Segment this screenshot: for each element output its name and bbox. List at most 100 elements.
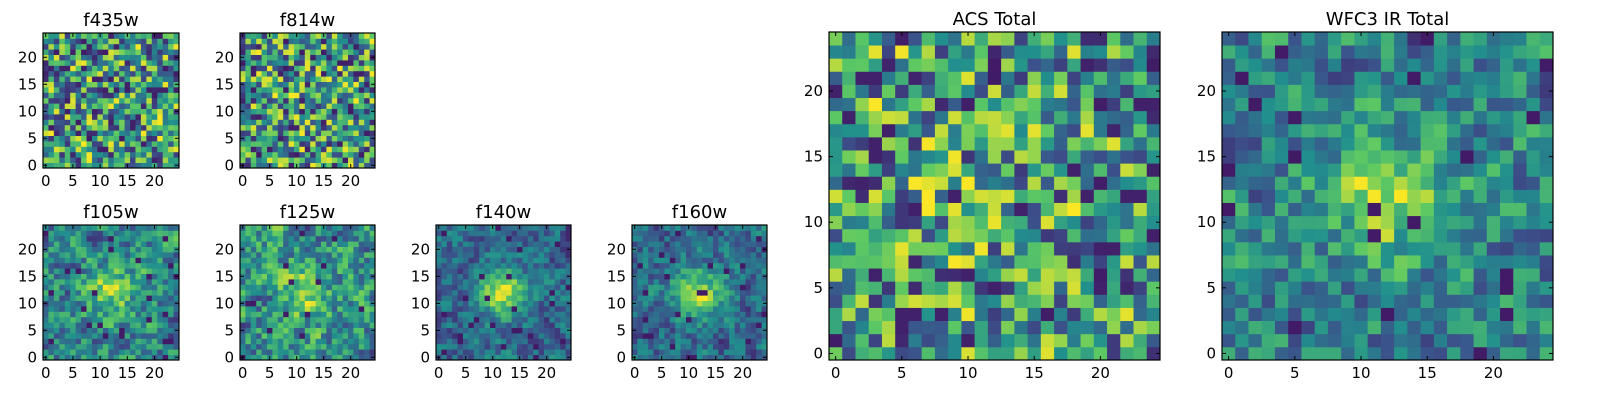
heatmap-cell xyxy=(1027,202,1042,217)
heatmap-cell xyxy=(500,322,507,328)
heatmap-cell xyxy=(1288,189,1302,203)
heatmap-cell xyxy=(533,316,539,323)
heatmap-cell xyxy=(664,279,671,285)
heatmap-cell xyxy=(119,279,125,285)
heatmap-cell xyxy=(75,43,82,50)
heatmap-cell xyxy=(337,97,343,104)
heatmap-cell xyxy=(326,33,333,39)
heatmap-cell xyxy=(272,338,279,345)
heatmap-cell xyxy=(696,311,703,318)
heatmap-cell xyxy=(554,257,561,264)
heatmap-cell xyxy=(1222,215,1236,230)
heatmap-cell xyxy=(294,268,300,274)
heatmap-cell xyxy=(299,38,306,45)
heatmap-cell xyxy=(140,246,147,253)
heatmap-cell xyxy=(86,65,93,72)
heatmap-cell xyxy=(691,225,698,231)
heatmap-cell xyxy=(48,338,55,345)
heatmap-cell xyxy=(288,252,295,258)
heatmap-cell xyxy=(473,284,480,291)
heatmap-cell xyxy=(86,257,93,264)
heatmap-cell xyxy=(842,307,856,322)
heatmap-cell xyxy=(146,76,153,82)
heatmap-cell xyxy=(113,311,120,318)
heatmap-cell xyxy=(108,54,115,61)
heatmap-cell xyxy=(102,230,109,237)
heatmap-cell xyxy=(59,322,66,328)
heatmap-cell xyxy=(261,252,268,258)
heatmap-cell xyxy=(299,343,306,350)
heatmap-cell xyxy=(299,135,306,142)
heatmap-cell xyxy=(696,246,703,253)
heatmap-cell xyxy=(713,289,719,296)
heatmap-cell xyxy=(310,43,316,50)
heatmap-cell xyxy=(934,84,949,98)
heatmap-cell xyxy=(130,87,136,93)
heatmap-cell xyxy=(168,354,174,361)
heatmap-cell xyxy=(59,354,66,361)
heatmap-cell xyxy=(283,114,289,120)
x-tick-label: 0 xyxy=(41,172,51,190)
heatmap-cell xyxy=(130,146,136,153)
heatmap-cell xyxy=(283,60,289,66)
heatmap-cell xyxy=(500,343,507,350)
heatmap-cell xyxy=(707,279,714,285)
heatmap-cell xyxy=(342,257,349,264)
heatmap-cell xyxy=(113,103,120,109)
heatmap-cell xyxy=(637,279,644,285)
heatmap-cell xyxy=(750,311,757,318)
heatmap-cell xyxy=(75,114,82,120)
heatmap-cell xyxy=(321,268,327,274)
heatmap-cell xyxy=(315,70,322,77)
heatmap-cell xyxy=(713,273,719,280)
y-tick-label: 10 xyxy=(804,213,823,231)
heatmap-cell xyxy=(140,33,147,39)
heatmap-cell xyxy=(294,327,300,334)
heatmap-cell xyxy=(272,343,279,350)
heatmap-cell xyxy=(369,38,376,45)
heatmap-cell xyxy=(283,311,289,318)
heatmap-cell xyxy=(961,320,976,335)
heatmap-cell xyxy=(1261,202,1276,217)
heatmap-cell xyxy=(855,84,870,98)
heatmap-cell xyxy=(240,130,246,136)
heatmap-cell xyxy=(283,135,289,142)
heatmap-cell xyxy=(696,300,703,307)
heatmap-cell xyxy=(538,322,545,328)
heatmap-cell xyxy=(675,343,681,350)
heatmap-cell xyxy=(342,343,349,350)
heatmap-cell xyxy=(527,252,534,258)
heatmap-cell xyxy=(173,349,180,355)
heatmap-cell xyxy=(157,252,164,258)
heatmap-cell xyxy=(436,338,442,345)
heatmap-cell xyxy=(108,43,115,50)
heatmap-cell xyxy=(1288,268,1302,282)
heatmap-cell xyxy=(1067,294,1081,308)
heatmap-cell xyxy=(157,151,164,158)
heatmap-cell xyxy=(1513,346,1527,361)
heatmap-cell xyxy=(842,189,856,203)
heatmap-cell xyxy=(267,230,273,237)
heatmap-cell xyxy=(108,49,115,55)
heatmap-cell xyxy=(108,60,115,66)
y-tick-label: 15 xyxy=(18,267,37,285)
heatmap-cell xyxy=(272,279,279,285)
heatmap-cell xyxy=(1027,346,1042,361)
heatmap-cell xyxy=(369,333,376,339)
heatmap-cell xyxy=(256,76,262,82)
heatmap-cell xyxy=(267,76,273,82)
heatmap-cell xyxy=(691,268,698,274)
heatmap-cell xyxy=(43,295,49,301)
heatmap-cell xyxy=(75,327,82,334)
heatmap-cell xyxy=(337,70,343,77)
heatmap-cell xyxy=(659,338,665,345)
y-tick-label: 0 xyxy=(224,348,234,366)
heatmap-cell xyxy=(102,124,109,131)
heatmap-cell xyxy=(669,257,676,264)
heatmap-cell xyxy=(168,65,174,72)
heatmap-cell xyxy=(1248,176,1263,190)
heatmap-cell xyxy=(961,58,976,72)
heatmap-cell xyxy=(868,123,883,138)
heatmap-cell xyxy=(1146,346,1161,361)
